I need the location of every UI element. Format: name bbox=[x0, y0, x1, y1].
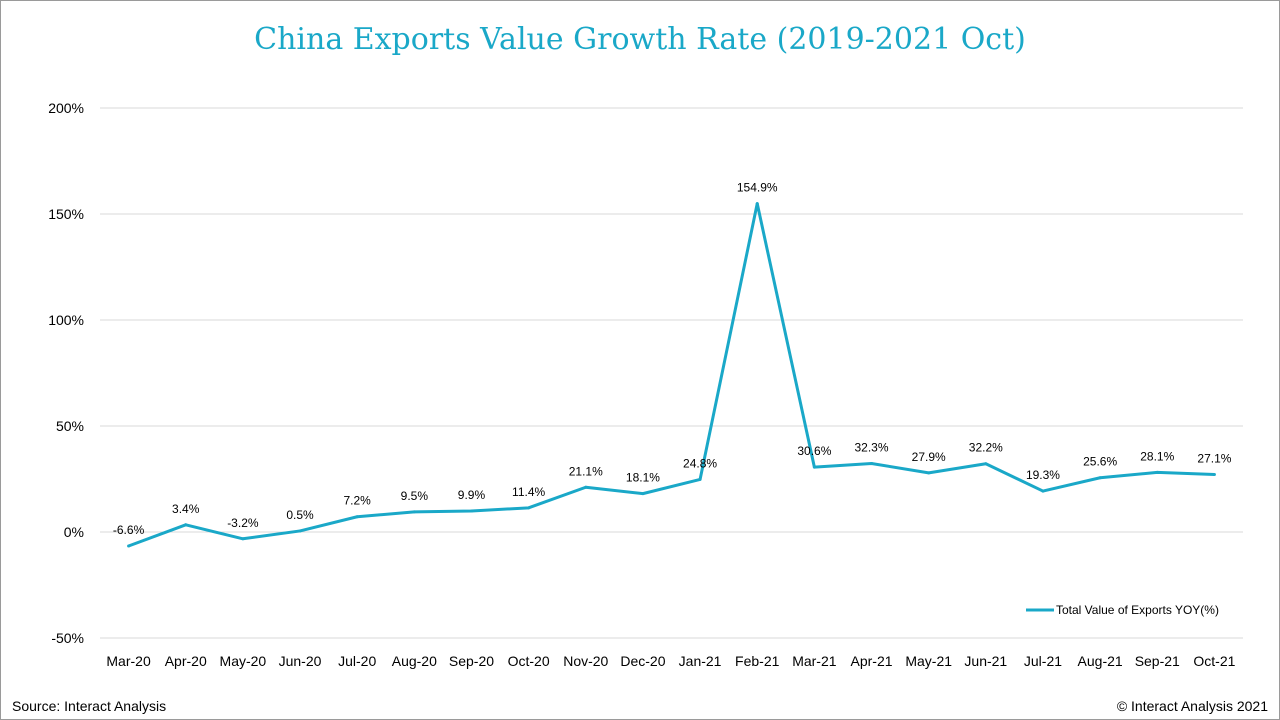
data-label: 28.1% bbox=[1140, 449, 1174, 463]
data-label: -6.6% bbox=[113, 523, 145, 537]
data-label: -3.2% bbox=[227, 516, 259, 530]
data-label: 32.3% bbox=[855, 441, 889, 455]
data-label: 7.2% bbox=[343, 494, 371, 508]
data-label: 9.9% bbox=[458, 488, 486, 502]
x-tick-label: Aug-21 bbox=[1078, 653, 1123, 669]
data-point bbox=[698, 477, 702, 481]
x-tick-label: Dec-20 bbox=[620, 653, 665, 669]
y-tick-label: 50% bbox=[56, 418, 84, 434]
data-label: 27.9% bbox=[912, 450, 946, 464]
data-point bbox=[127, 544, 131, 548]
data-label: 3.4% bbox=[172, 502, 200, 516]
x-tick-label: May-21 bbox=[905, 653, 952, 669]
data-label: 30.6% bbox=[797, 444, 831, 458]
x-tick-label: Oct-20 bbox=[508, 653, 550, 669]
data-point bbox=[984, 462, 988, 466]
source-note: Source: Interact Analysis bbox=[12, 698, 167, 714]
data-point bbox=[641, 492, 645, 496]
data-label: 11.4% bbox=[512, 485, 545, 499]
copyright-note: © Interact Analysis 2021 bbox=[1116, 698, 1268, 714]
x-tick-label: Aug-20 bbox=[392, 653, 437, 669]
x-tick-label: Jul-20 bbox=[338, 653, 376, 669]
x-tick-label: Sep-21 bbox=[1135, 653, 1180, 669]
data-label: 32.2% bbox=[969, 441, 1003, 455]
data-point bbox=[527, 506, 531, 510]
data-label: 18.1% bbox=[626, 471, 660, 485]
data-point bbox=[355, 515, 359, 519]
data-point bbox=[241, 537, 245, 541]
x-tick-label: Jun-21 bbox=[964, 653, 1007, 669]
data-labels: -6.6% 3.4% -3.2% 0.5% 7.2% 9.5% 9.9% 11.4% 21.1%… bbox=[113, 181, 1232, 537]
x-tick-label: Apr-20 bbox=[165, 653, 207, 669]
x-tick-label: Jun-20 bbox=[279, 653, 322, 669]
x-tick-label: Oct-21 bbox=[1193, 653, 1235, 669]
legend: Total Value of Exports YOY(%) bbox=[1026, 603, 1219, 617]
x-tick-label: Apr-21 bbox=[851, 653, 893, 669]
data-label: 154.9% bbox=[737, 181, 778, 195]
x-tick-label: Sep-20 bbox=[449, 653, 494, 669]
series-line bbox=[128, 202, 1215, 548]
chart-title: China Exports Value Growth Rate (2019-20… bbox=[254, 22, 1026, 57]
y-tick-label: 0% bbox=[64, 524, 84, 540]
x-tick-label: May-20 bbox=[220, 653, 267, 669]
x-tick-label: Nov-20 bbox=[563, 653, 608, 669]
data-point bbox=[1098, 476, 1102, 480]
legend-label: Total Value of Exports YOY(%) bbox=[1056, 603, 1219, 617]
data-point bbox=[927, 471, 931, 475]
x-tick-label: Jul-21 bbox=[1024, 653, 1062, 669]
x-tick-label: Mar-21 bbox=[792, 653, 837, 669]
series-line-group bbox=[127, 202, 1216, 548]
data-point bbox=[870, 462, 874, 466]
data-label: 9.5% bbox=[401, 489, 429, 503]
data-point bbox=[584, 485, 588, 489]
data-point bbox=[1212, 473, 1216, 477]
x-tick-label: Jan-21 bbox=[679, 653, 722, 669]
y-tick-label: -50% bbox=[51, 630, 84, 646]
data-point bbox=[184, 523, 188, 527]
data-label: 24.8% bbox=[683, 456, 717, 470]
x-axis-labels: Mar-20 Apr-20 May-20 Jun-20 Jul-20 Aug-20 Sep-… bbox=[106, 653, 1235, 669]
gridlines bbox=[100, 107, 1243, 639]
data-label: 21.1% bbox=[569, 464, 603, 478]
data-point bbox=[469, 509, 473, 513]
x-tick-label: Feb-21 bbox=[735, 653, 780, 669]
y-tick-label: 200% bbox=[48, 100, 84, 116]
y-tick-label: 100% bbox=[48, 312, 84, 328]
y-tick-label: 150% bbox=[48, 206, 84, 222]
data-point bbox=[812, 465, 816, 469]
x-tick-label: Mar-20 bbox=[106, 653, 151, 669]
data-point bbox=[298, 529, 302, 533]
data-point bbox=[755, 202, 759, 206]
data-label: 0.5% bbox=[286, 508, 314, 522]
data-label: 19.3% bbox=[1026, 468, 1060, 482]
data-point bbox=[412, 510, 416, 514]
data-point bbox=[1041, 489, 1045, 493]
y-axis-labels: -50% 0% 50% 100% 150% 200% bbox=[48, 100, 84, 646]
data-label: 27.1% bbox=[1197, 452, 1231, 466]
data-point bbox=[1155, 470, 1159, 474]
data-label: 25.6% bbox=[1083, 455, 1117, 469]
